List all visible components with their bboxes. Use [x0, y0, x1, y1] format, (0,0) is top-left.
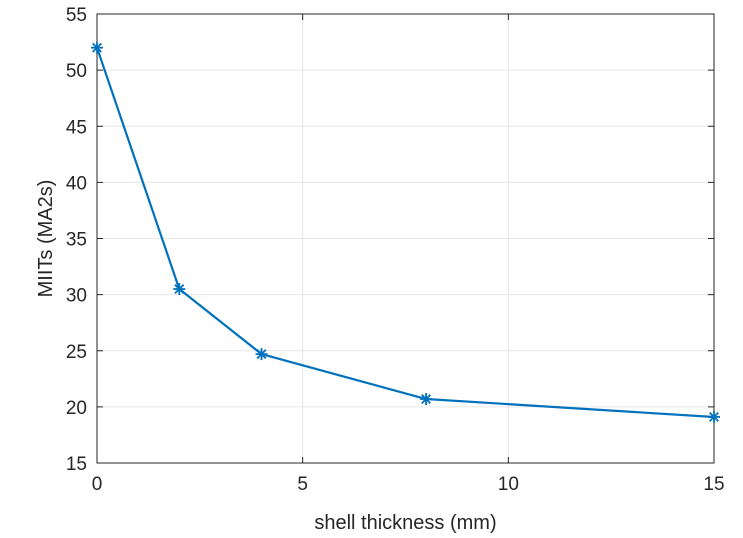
y-tick-label: 50	[66, 61, 87, 82]
x-axis-label: shell thickness (mm)	[314, 512, 496, 534]
data-point-marker	[255, 348, 268, 361]
series-line	[95, 47, 715, 419]
y-tick-label: 45	[66, 117, 87, 138]
y-tick-label: 30	[66, 286, 87, 307]
grid-lines	[96, 13, 715, 464]
data-point-marker	[91, 41, 103, 54]
y-tick-label: 40	[66, 173, 87, 194]
data-point-marker	[420, 393, 433, 406]
y-tick-label: 15	[66, 454, 87, 475]
x-tick-label: 0	[92, 474, 103, 495]
y-tick-label: 55	[66, 5, 87, 26]
y-tick-label: 35	[66, 230, 87, 251]
y-axis-label: MIITs (MA2s)	[35, 180, 57, 298]
data-point-marker	[708, 410, 720, 423]
x-tick-label: 15	[703, 474, 724, 495]
data-point-marker	[173, 283, 186, 296]
x-tick-label: 5	[297, 474, 308, 495]
y-tick-label: 25	[66, 342, 87, 363]
y-tick-label: 20	[66, 398, 87, 419]
x-tick-label: 10	[498, 474, 519, 495]
axis-ticks: 0 5 10 15 15 20 25 30 35 40 45 50 55	[66, 5, 725, 495]
series	[91, 41, 720, 423]
